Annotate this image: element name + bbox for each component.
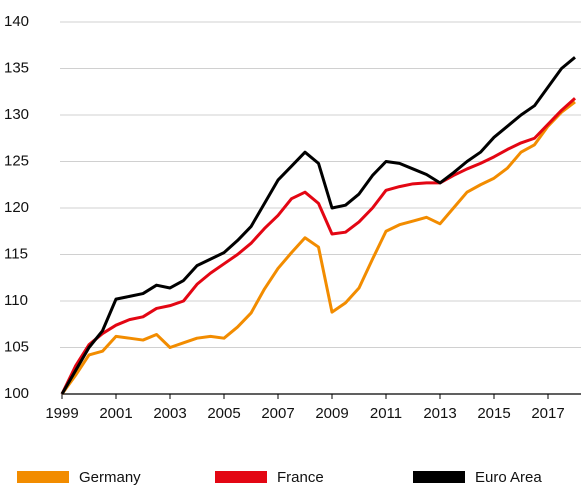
y-tick-label: 115 — [4, 245, 28, 262]
data-line — [60, 56, 576, 395]
legend-label: France — [277, 469, 324, 486]
y-tick-label: 120 — [4, 199, 29, 216]
legend-swatch — [215, 471, 267, 483]
x-tick-label: 2003 — [153, 405, 186, 422]
x-tick-label: 2017 — [531, 405, 564, 422]
data-line — [60, 100, 576, 395]
legend-swatch — [17, 471, 69, 483]
y-tick-label: 125 — [4, 152, 29, 169]
y-tick-label: 105 — [4, 338, 29, 355]
x-tick-label: 2013 — [423, 405, 456, 422]
legend-label: Euro Area — [475, 469, 542, 486]
legend-label: Germany — [79, 469, 141, 486]
y-tick-label: 135 — [4, 59, 29, 76]
x-tick-label: 2007 — [261, 405, 294, 422]
x-tick-label: 2005 — [207, 405, 240, 422]
x-tick-label: 2011 — [370, 405, 402, 422]
y-tick-label: 130 — [4, 106, 29, 123]
data-line — [60, 97, 577, 395]
x-tick-label: 1999 — [45, 405, 78, 422]
x-tick-label: 2009 — [315, 405, 348, 422]
x-tick-label: 2015 — [477, 405, 510, 422]
y-tick-label: 110 — [4, 292, 28, 309]
x-tick-label: 2001 — [99, 405, 132, 422]
y-tick-label: 100 — [4, 385, 29, 402]
y-tick-label: 140 — [4, 13, 29, 30]
legend-swatch — [413, 471, 465, 483]
